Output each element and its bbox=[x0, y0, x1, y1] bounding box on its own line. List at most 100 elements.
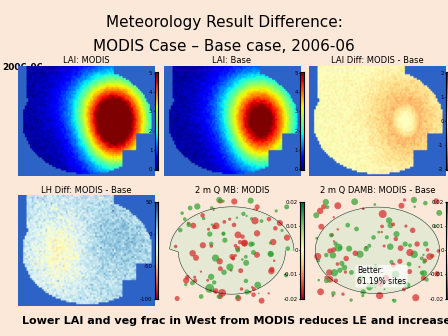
Point bbox=[242, 254, 250, 259]
Point bbox=[238, 286, 245, 292]
Point bbox=[220, 269, 228, 275]
Title: LAI: Base: LAI: Base bbox=[212, 56, 251, 66]
Title: LAI Diff: MODIS - Base: LAI Diff: MODIS - Base bbox=[331, 56, 424, 66]
Point bbox=[278, 228, 285, 233]
Point bbox=[334, 227, 341, 232]
Point bbox=[348, 297, 355, 303]
Point bbox=[362, 245, 370, 250]
Point bbox=[217, 266, 224, 271]
Point bbox=[424, 247, 431, 253]
Point bbox=[254, 204, 261, 210]
Point bbox=[330, 247, 337, 253]
Point bbox=[190, 223, 197, 228]
Point bbox=[412, 295, 419, 300]
Point bbox=[330, 291, 337, 296]
Point bbox=[205, 226, 212, 232]
Point bbox=[335, 245, 342, 250]
Point bbox=[435, 248, 442, 254]
Point bbox=[400, 287, 407, 292]
Point bbox=[421, 259, 428, 264]
Point bbox=[406, 269, 413, 274]
Point bbox=[340, 291, 347, 297]
Point bbox=[181, 216, 188, 222]
Point bbox=[213, 223, 220, 228]
Point bbox=[207, 287, 214, 293]
Point bbox=[239, 234, 246, 239]
Point bbox=[199, 243, 207, 248]
Point bbox=[226, 216, 233, 222]
Text: Lower LAI and veg frac in West from MODIS reduces LE and increases 2mT, PBLH: Lower LAI and veg frac in West from MODI… bbox=[22, 316, 448, 326]
Point bbox=[253, 207, 260, 212]
Point bbox=[414, 241, 421, 247]
Point bbox=[433, 271, 440, 276]
Point bbox=[411, 204, 418, 209]
Point bbox=[386, 218, 393, 223]
Point bbox=[320, 204, 327, 209]
Point bbox=[199, 213, 206, 218]
Point bbox=[314, 258, 322, 263]
Point bbox=[254, 282, 261, 288]
Point bbox=[392, 236, 399, 242]
Point bbox=[192, 278, 199, 283]
Point bbox=[194, 204, 201, 209]
Point bbox=[208, 244, 215, 249]
Point bbox=[344, 222, 351, 228]
Point bbox=[198, 294, 205, 299]
Point bbox=[267, 252, 275, 257]
Point bbox=[198, 269, 205, 275]
Point bbox=[422, 258, 429, 263]
Point bbox=[390, 222, 397, 227]
Point bbox=[246, 290, 254, 295]
Point bbox=[206, 232, 213, 237]
Point bbox=[233, 215, 241, 220]
Point bbox=[317, 208, 324, 214]
Point bbox=[172, 244, 179, 249]
Point bbox=[249, 241, 256, 247]
Point bbox=[208, 205, 215, 211]
Point bbox=[393, 232, 400, 237]
Point bbox=[247, 198, 254, 203]
Point bbox=[220, 231, 227, 236]
Point bbox=[234, 232, 241, 238]
Point bbox=[234, 248, 241, 253]
Point bbox=[426, 254, 433, 259]
Point bbox=[376, 293, 383, 298]
Point bbox=[192, 255, 199, 260]
Point bbox=[429, 253, 436, 258]
Point bbox=[254, 230, 261, 236]
Text: MODIS Case – Base case, 2006-06: MODIS Case – Base case, 2006-06 bbox=[93, 39, 355, 54]
Point bbox=[432, 223, 439, 229]
Point bbox=[182, 282, 190, 287]
Point bbox=[322, 200, 329, 205]
Point bbox=[212, 289, 219, 294]
Point bbox=[388, 259, 395, 265]
Point bbox=[186, 205, 194, 211]
Point bbox=[418, 256, 426, 261]
Point bbox=[371, 202, 379, 207]
Point bbox=[219, 290, 226, 296]
Point bbox=[237, 268, 244, 274]
Point bbox=[358, 276, 365, 281]
Point bbox=[273, 208, 280, 214]
Point bbox=[185, 222, 193, 227]
Point bbox=[243, 260, 250, 265]
Point bbox=[173, 296, 181, 301]
Point bbox=[250, 250, 257, 255]
Point bbox=[406, 243, 414, 248]
Point bbox=[392, 272, 399, 277]
Point bbox=[221, 219, 228, 224]
Point bbox=[324, 204, 331, 210]
Point bbox=[332, 241, 339, 246]
Point bbox=[377, 281, 384, 286]
Point bbox=[372, 264, 379, 269]
Title: LAI: MODIS: LAI: MODIS bbox=[63, 56, 110, 66]
Point bbox=[360, 206, 367, 211]
Point bbox=[221, 238, 228, 243]
Point bbox=[207, 274, 215, 280]
Point bbox=[258, 218, 265, 224]
Point bbox=[265, 291, 272, 296]
Point bbox=[283, 204, 290, 210]
Point bbox=[390, 262, 397, 268]
Point bbox=[229, 256, 237, 261]
Point bbox=[250, 286, 258, 292]
